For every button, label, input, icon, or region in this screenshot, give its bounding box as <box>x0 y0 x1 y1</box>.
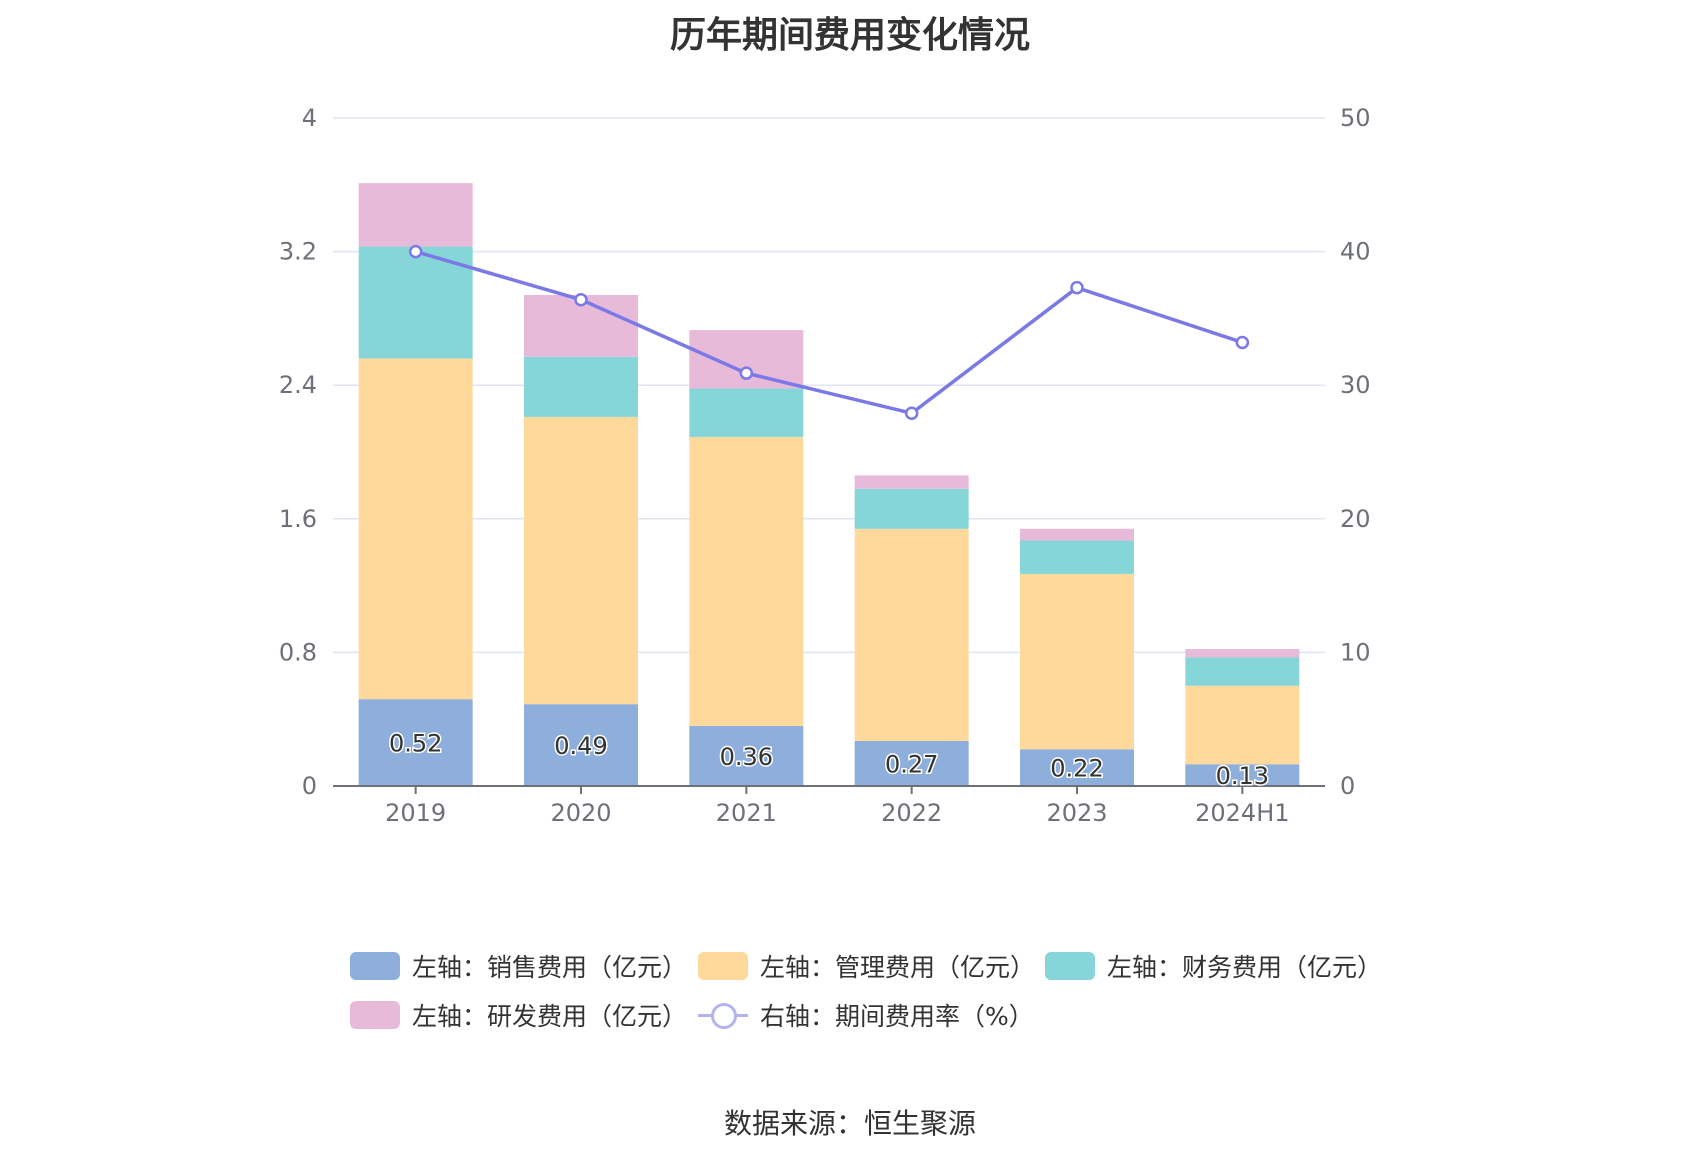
bar-segment <box>358 183 473 247</box>
x-tick-label: 2021 <box>716 799 777 827</box>
bar-value-label: 0.13 <box>1216 762 1269 790</box>
bar-segment <box>1185 649 1300 658</box>
bar-value-label: 0.27 <box>885 750 938 778</box>
chart-title: 历年期间费用变化情况 <box>669 15 1030 56</box>
bar-segment <box>1185 764 1300 786</box>
bar-segment <box>524 704 638 786</box>
bar-segment <box>358 358 473 700</box>
bar-segment <box>854 740 969 786</box>
axes: 0 0 0.8 10 1.6 20 2.4 30 3.2 40 4 50 2019 2020 2021 202… <box>279 104 1371 827</box>
bar-value-label: 0.52 <box>389 730 442 758</box>
legend-swatch <box>1045 952 1095 980</box>
data-labels: 0.52 0.49 0.36 0.27 0.22 0.13 <box>387 728 1270 792</box>
rate-point <box>1235 335 1250 350</box>
bars <box>358 183 1300 786</box>
y-left-tick-label: 2.4 <box>279 371 317 399</box>
rate-point <box>408 244 423 259</box>
y-right-tick-label: 30 <box>1340 371 1371 399</box>
bar-segment <box>689 388 804 437</box>
legend-item[interactable]: 左轴：销售费用（亿元） <box>350 950 687 982</box>
legend-item[interactable]: 右轴：期间费用率（%） <box>698 999 1034 1031</box>
bar-segment <box>854 475 969 489</box>
y-left-tick-label: 3.2 <box>279 238 317 266</box>
grid-lines <box>333 117 1325 654</box>
rate-point <box>904 406 919 421</box>
x-tick-label: 2019 <box>385 799 446 827</box>
x-tick-label: 2023 <box>1046 799 1107 827</box>
rate-line-path <box>415 249 1243 416</box>
y-right-tick-label: 20 <box>1340 505 1371 533</box>
legend-label: 右轴：期间费用率（%） <box>760 1002 1034 1031</box>
legend-item[interactable]: 左轴：管理费用（亿元） <box>698 950 1035 982</box>
x-tick-label: 2020 <box>550 799 611 827</box>
legend-line-marker-icon <box>698 1001 748 1029</box>
bar-segment <box>1020 749 1134 786</box>
legend-swatch <box>350 952 400 980</box>
legend-swatch <box>350 1001 400 1029</box>
y-left-tick-label: 4 <box>302 104 317 132</box>
bar-segment <box>854 488 969 529</box>
rate-point <box>1070 280 1084 295</box>
bar-segment <box>358 699 473 786</box>
bar-segment <box>358 246 473 359</box>
bar-segment <box>524 416 638 705</box>
bar-segment <box>689 436 804 726</box>
legend-label: 左轴：销售费用（亿元） <box>412 953 688 982</box>
legend-item[interactable]: 左轴：财务费用（亿元） <box>1045 950 1382 982</box>
bar-segment <box>1020 540 1134 574</box>
y-left-tick-label: 1.6 <box>279 505 317 533</box>
rate-point <box>574 292 588 307</box>
bar-value-label: 0.22 <box>1050 755 1103 783</box>
bar-segment <box>1185 685 1300 765</box>
y-right-tick-label: 40 <box>1340 238 1371 266</box>
x-tick-label: 2024H1 <box>1195 799 1289 827</box>
bar-value-label: 0.49 <box>554 732 607 760</box>
y-left-tick-label: 0 <box>302 772 317 800</box>
legend-label: 左轴：管理费用（亿元） <box>760 953 1036 982</box>
bar-segment <box>689 725 804 786</box>
bar-segment <box>854 528 969 741</box>
bar-segment <box>1020 528 1134 541</box>
bar-segment <box>1020 573 1134 750</box>
y-right-tick-label: 10 <box>1340 638 1371 666</box>
data-source: 数据来源：恒生聚源 <box>723 1107 976 1140</box>
y-left-tick-label: 0.8 <box>279 638 317 666</box>
legend-label: 左轴：研发费用（亿元） <box>412 1002 688 1031</box>
legend-label: 左轴：财务费用（亿元） <box>1107 953 1383 982</box>
legend-swatch <box>698 952 748 980</box>
bar-value-label: 0.36 <box>720 743 773 771</box>
y-right-tick-label: 50 <box>1340 104 1371 132</box>
legend-item[interactable]: 左轴：研发费用（亿元） <box>350 999 687 1031</box>
bar-segment <box>1185 657 1300 686</box>
rate-line <box>408 244 1250 421</box>
x-tick-label: 2022 <box>881 799 942 827</box>
bar-segment <box>524 356 638 417</box>
y-right-tick-label: 0 <box>1340 772 1355 800</box>
rate-point <box>739 366 754 380</box>
